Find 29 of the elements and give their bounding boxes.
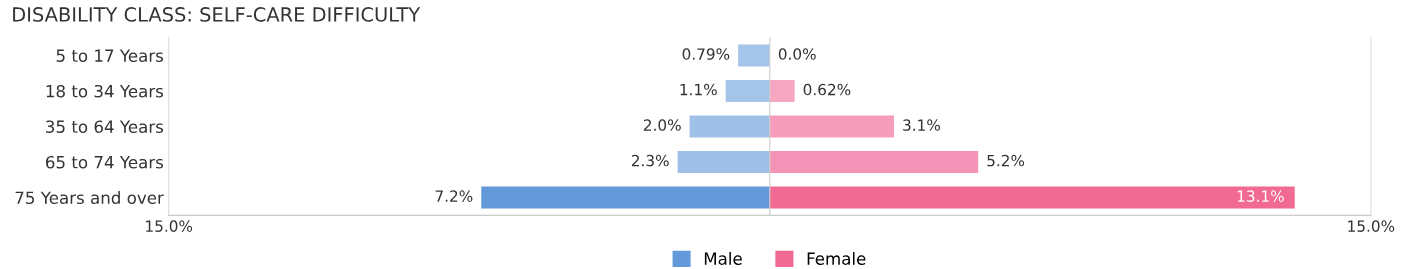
chart-title: DISABILITY CLASS: SELF-CARE DIFFICULTY (13, 7, 421, 22)
data-label: 13.1% (1237, 190, 1284, 202)
data-label: 0.62% (803, 83, 851, 96)
data-label: 2.0% (643, 119, 681, 131)
y-tick-label: 5 to 17 Years (56, 49, 164, 62)
data-label: 0.79% (682, 48, 730, 60)
bar (738, 44, 770, 67)
bar (677, 150, 770, 173)
legend-label: Male (704, 252, 742, 265)
legend-label: Female (807, 252, 866, 265)
bar (689, 115, 770, 138)
y-tick-label: 18 to 34 Years (46, 84, 164, 98)
data-label: 1.1% (680, 83, 717, 96)
bar (769, 79, 795, 102)
data-label: 3.1% (903, 119, 940, 131)
bar (769, 150, 979, 173)
y-tick-label: 35 to 64 Years (46, 120, 164, 133)
bar (725, 79, 770, 102)
data-label: 5.2% (987, 154, 1025, 167)
x-tick-label: 15.0% (146, 220, 193, 232)
bar (769, 115, 895, 138)
y-tick-label: 75 Years and over (15, 191, 164, 205)
bar (481, 186, 770, 209)
data-label: 2.3% (631, 154, 669, 167)
data-label: 0.0% (778, 48, 816, 60)
data-label: 7.2% (435, 190, 473, 202)
bar (769, 186, 1295, 209)
y-tick-label: 65 to 74 Years (46, 155, 164, 169)
x-tick-label: 15.0% (1348, 220, 1395, 232)
